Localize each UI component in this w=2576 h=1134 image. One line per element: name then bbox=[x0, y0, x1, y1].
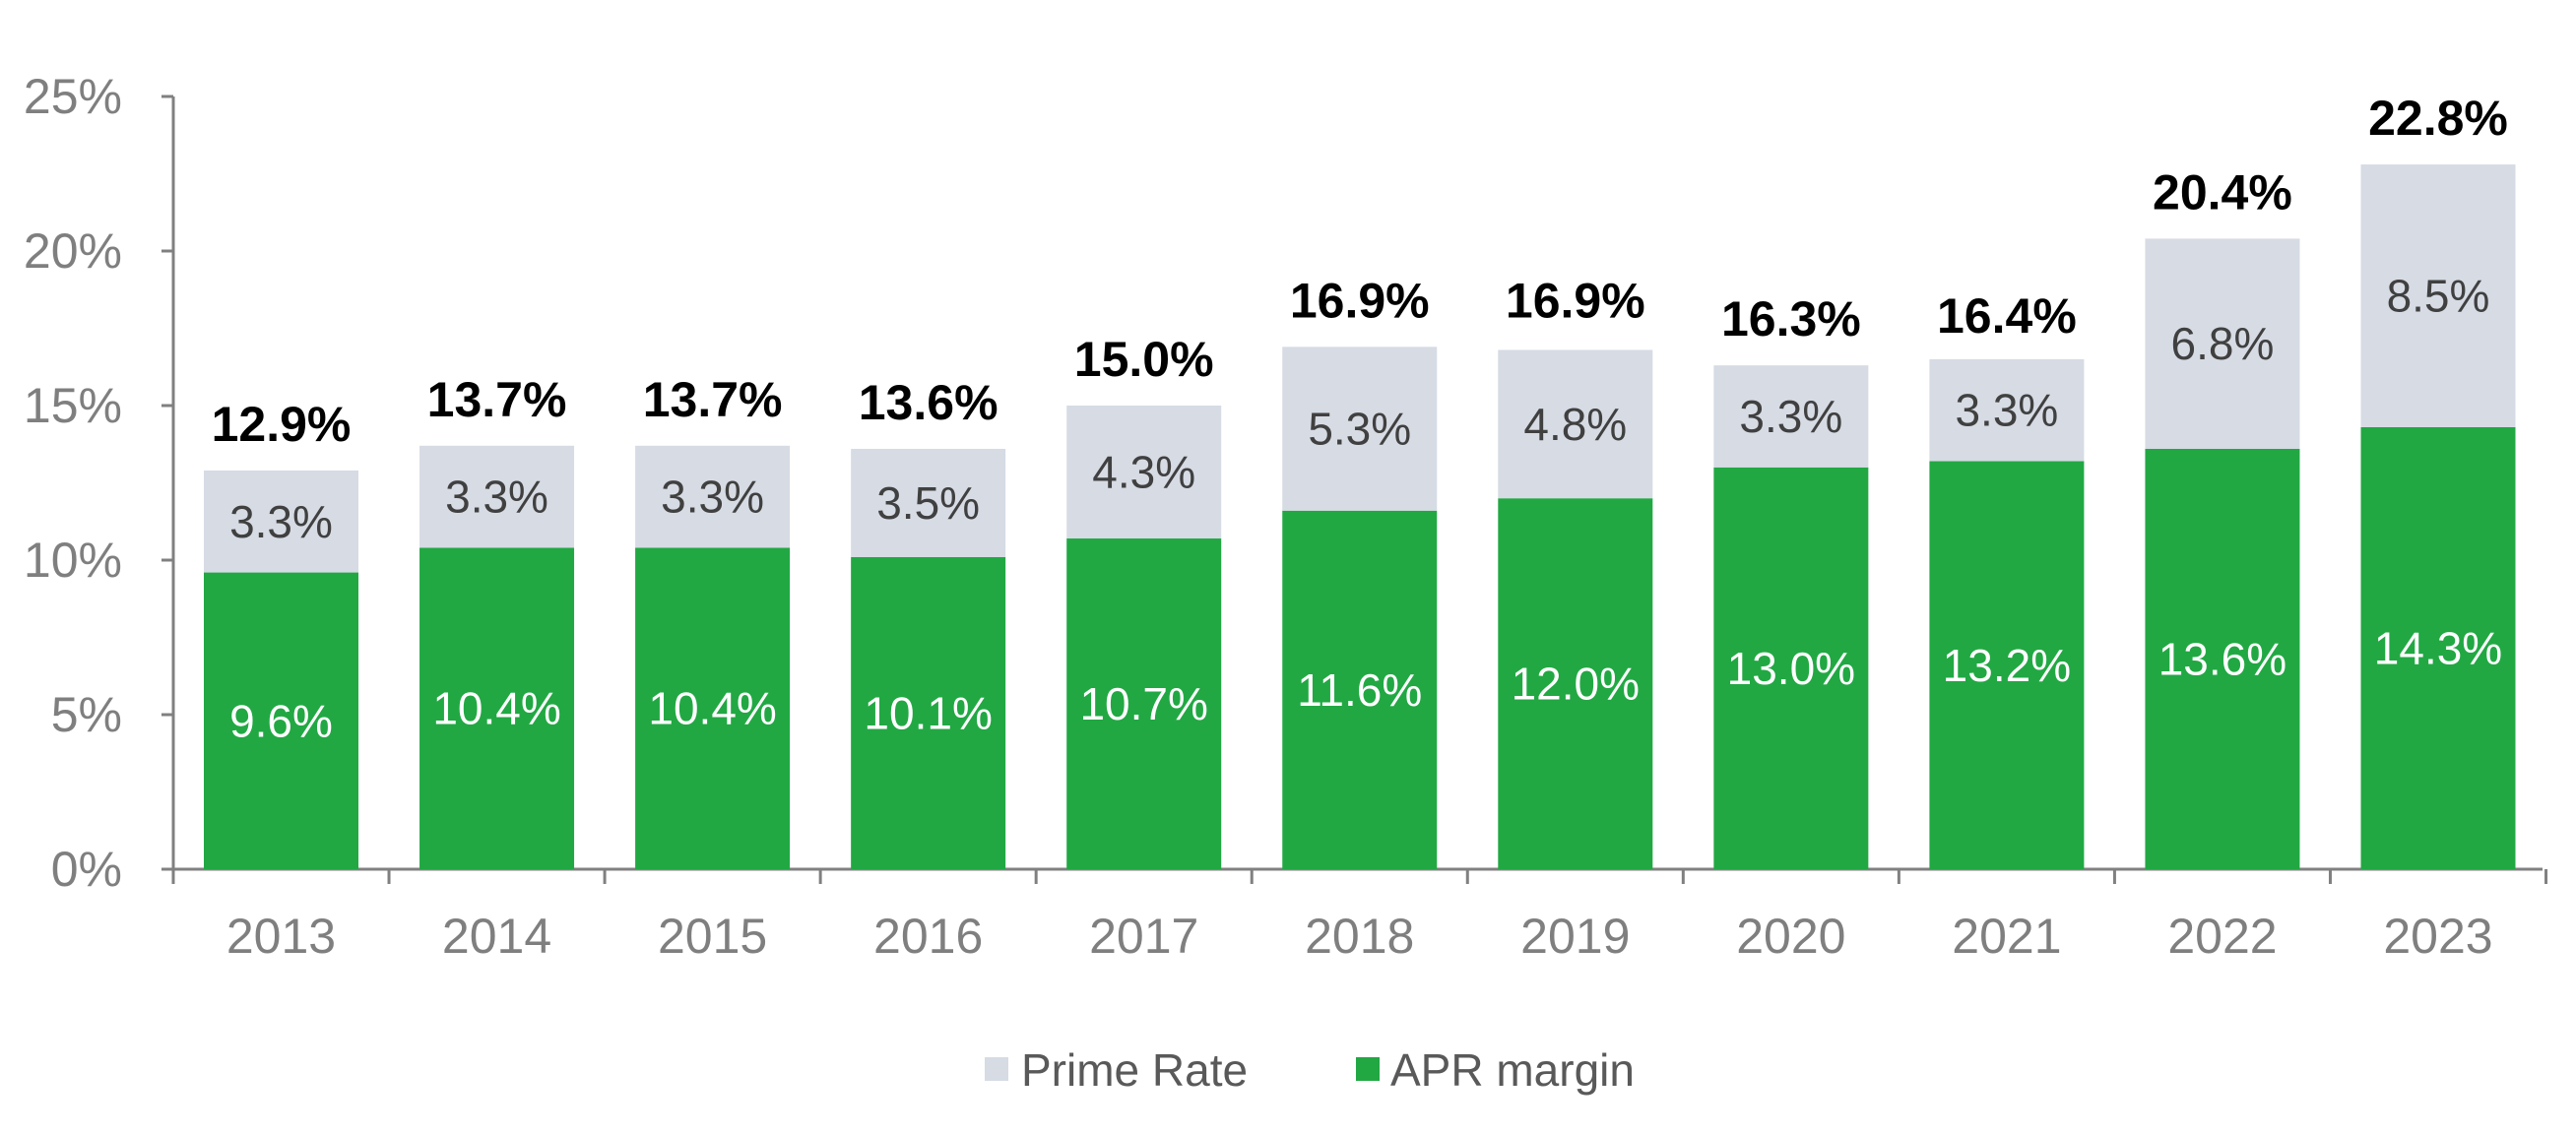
data-label-apr-margin: 13.2% bbox=[1943, 640, 2071, 691]
data-label-apr-margin: 12.0% bbox=[1512, 659, 1640, 710]
data-label-prime-rate: 4.8% bbox=[1523, 399, 1627, 450]
x-tick-label: 2017 bbox=[1089, 909, 1198, 964]
bar-prime-rate-2022 bbox=[2145, 238, 2300, 449]
y-tick-label: 15% bbox=[24, 378, 122, 433]
data-label-total: 15.0% bbox=[1074, 332, 1214, 387]
legend-swatch-apr-margin bbox=[1356, 1057, 1380, 1081]
data-label-apr-margin: 13.0% bbox=[1727, 643, 1855, 694]
legend-label-prime-rate: Prime Rate bbox=[1021, 1044, 1248, 1096]
bar-prime-rate-2015 bbox=[635, 445, 791, 548]
legend: Prime Rate APR margin bbox=[985, 1044, 1635, 1096]
y-tick-label: 10% bbox=[24, 533, 122, 588]
data-label-prime-rate: 3.3% bbox=[445, 472, 548, 523]
bar-apr-margin-2014 bbox=[419, 547, 575, 869]
x-tick-label: 2021 bbox=[1952, 909, 2061, 964]
data-label-total: 16.3% bbox=[1721, 291, 1861, 346]
x-axis: 2013 2014 2015 2016 2017 2018 2019 2020 2021 2022… bbox=[171, 867, 2548, 964]
data-label-total: 13.6% bbox=[859, 375, 998, 430]
bars-group: 9.6% 3.3% 12.9% 10.4% 3.3% 13.7% 10.4% 3.3% 13.7… bbox=[204, 91, 2516, 869]
data-label-total: 13.7% bbox=[427, 372, 567, 427]
bar-prime-rate-2018 bbox=[1282, 346, 1438, 511]
x-tick-label: 2015 bbox=[658, 909, 767, 964]
data-label-total: 16.4% bbox=[1937, 288, 2077, 344]
data-label-apr-margin: 13.6% bbox=[2158, 633, 2286, 684]
data-label-prime-rate: 8.5% bbox=[2387, 271, 2490, 322]
bar-apr-margin-2018 bbox=[1282, 510, 1438, 869]
data-label-apr-margin: 10.4% bbox=[432, 683, 560, 734]
bar-apr-margin-2013 bbox=[204, 572, 358, 869]
legend-swatch-prime-rate bbox=[985, 1057, 1008, 1081]
bar-prime-rate-2019 bbox=[1498, 349, 1653, 499]
bar-apr-margin-2022 bbox=[2145, 448, 2300, 869]
y-tick-label: 5% bbox=[51, 687, 122, 742]
bar-apr-margin-2021 bbox=[1929, 461, 2085, 869]
bar-prime-rate-2023 bbox=[2360, 164, 2516, 427]
y-tick-label: 25% bbox=[24, 69, 122, 124]
data-label-prime-rate: 3.3% bbox=[229, 496, 333, 547]
x-tick-label: 2020 bbox=[1736, 909, 1845, 964]
bar-apr-margin-2015 bbox=[635, 547, 791, 869]
data-label-apr-margin: 10.4% bbox=[648, 683, 776, 734]
data-label-total: 12.9% bbox=[212, 397, 352, 452]
legend-label-apr-margin: APR margin bbox=[1390, 1044, 1635, 1096]
bar-apr-margin-2016 bbox=[851, 556, 1006, 869]
data-label-prime-rate: 3.5% bbox=[876, 477, 980, 529]
data-label-prime-rate: 3.3% bbox=[1739, 391, 1842, 442]
x-tick-label: 2013 bbox=[226, 909, 336, 964]
bar-apr-margin-2023 bbox=[2360, 426, 2516, 869]
bar-apr-margin-2017 bbox=[1066, 538, 1222, 869]
x-tick-label: 2022 bbox=[2167, 909, 2277, 964]
data-label-prime-rate: 3.3% bbox=[661, 472, 764, 523]
bar-prime-rate-2014 bbox=[419, 445, 575, 548]
data-label-total: 16.9% bbox=[1506, 273, 1645, 328]
data-label-apr-margin: 11.6% bbox=[1297, 664, 1422, 716]
data-label-total: 16.9% bbox=[1290, 273, 1430, 328]
data-label-prime-rate: 5.3% bbox=[1308, 404, 1411, 455]
data-label-apr-margin: 14.3% bbox=[2374, 622, 2502, 673]
data-label-apr-margin: 10.7% bbox=[1079, 678, 1207, 729]
bar-prime-rate-2016 bbox=[851, 448, 1006, 557]
x-tick-label: 2023 bbox=[2383, 909, 2492, 964]
bar-prime-rate-2013 bbox=[204, 470, 358, 573]
x-tick-label: 2019 bbox=[1520, 909, 1630, 964]
y-tick-label: 0% bbox=[51, 842, 122, 897]
data-label-prime-rate: 3.3% bbox=[1955, 385, 2058, 436]
data-label-apr-margin: 9.6% bbox=[229, 695, 333, 746]
data-label-prime-rate: 4.3% bbox=[1092, 447, 1195, 498]
bar-apr-margin-2019 bbox=[1498, 498, 1653, 869]
bar-prime-rate-2021 bbox=[1929, 358, 2085, 462]
x-tick-label: 2018 bbox=[1305, 909, 1414, 964]
data-label-apr-margin: 10.1% bbox=[864, 687, 992, 738]
y-axis: 0% 5% 10% 15% 20% 25% bbox=[24, 69, 175, 897]
bar-apr-margin-2020 bbox=[1713, 467, 1869, 869]
bar-prime-rate-2017 bbox=[1066, 406, 1222, 539]
data-label-total: 22.8% bbox=[2368, 91, 2508, 146]
data-label-prime-rate: 6.8% bbox=[2171, 318, 2275, 369]
bar-prime-rate-2020 bbox=[1713, 365, 1869, 468]
data-label-total: 13.7% bbox=[643, 372, 783, 427]
data-label-total: 20.4% bbox=[2153, 164, 2292, 220]
x-tick-label: 2014 bbox=[442, 909, 551, 964]
y-tick-label: 20% bbox=[24, 223, 122, 279]
x-tick-label: 2016 bbox=[873, 909, 983, 964]
